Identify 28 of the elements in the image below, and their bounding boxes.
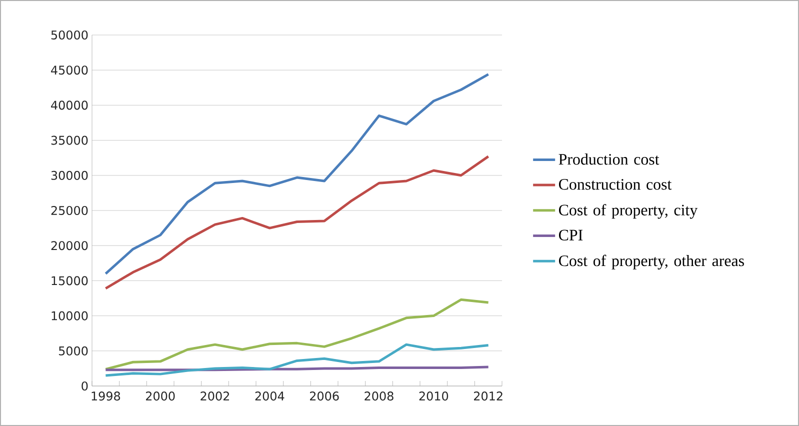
y-tick-label: 10000 bbox=[52, 311, 88, 320]
legend-label: Cost of property, other areas bbox=[558, 254, 744, 270]
y-tick-label: 25000 bbox=[51, 206, 88, 216]
x-tick-label: 2006 bbox=[310, 392, 339, 401]
y-tick-label: 15000 bbox=[52, 276, 88, 286]
x-tick-label: 2004 bbox=[255, 392, 284, 401]
y-tick-label: 40000 bbox=[51, 100, 88, 110]
line-series bbox=[104, 298, 490, 370]
legend-label: Cost of property, city bbox=[558, 204, 698, 219]
x-tick-label: 1998 bbox=[92, 392, 120, 401]
x-tick-label: 2012 bbox=[474, 392, 502, 401]
y-tick-label: 0 bbox=[82, 381, 88, 391]
y-tick-label: 30000 bbox=[51, 170, 88, 180]
x-tick-label: 2000 bbox=[146, 392, 175, 401]
x-tick-label: 2008 bbox=[364, 392, 394, 401]
line-series bbox=[104, 155, 490, 290]
y-tick-label: 5000 bbox=[58, 346, 88, 356]
x-tick-label: 2002 bbox=[200, 392, 230, 401]
y-tick-label: 20000 bbox=[51, 241, 88, 250]
legend-label: Construction cost bbox=[558, 179, 672, 190]
y-tick-label: 50000 bbox=[51, 30, 88, 40]
y-tick-label: 35000 bbox=[51, 136, 88, 145]
x-tick-label: 2010 bbox=[419, 392, 448, 401]
line-series bbox=[104, 73, 490, 275]
y-tick-label: 45000 bbox=[51, 66, 88, 75]
legend-label: CPI bbox=[558, 230, 583, 240]
legend-label: Production cost bbox=[558, 153, 660, 165]
line-series bbox=[104, 343, 490, 377]
